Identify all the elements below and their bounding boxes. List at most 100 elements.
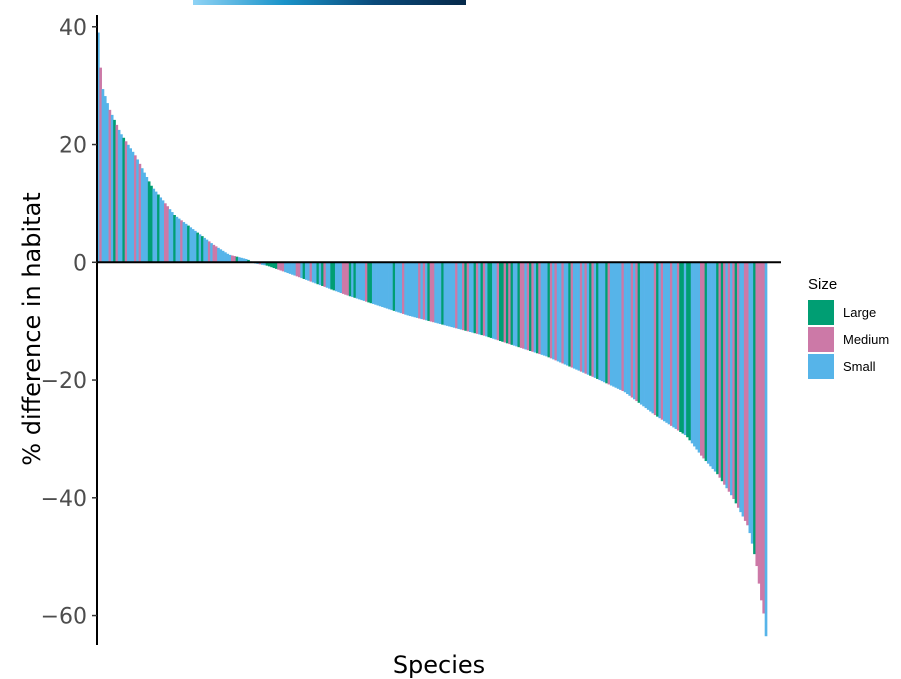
bar xyxy=(702,262,705,459)
bar xyxy=(180,220,183,263)
bar xyxy=(448,262,451,327)
bar xyxy=(540,262,544,355)
bar xyxy=(182,222,186,263)
bar xyxy=(552,262,555,360)
bar xyxy=(559,262,562,363)
bar xyxy=(688,262,692,441)
bar xyxy=(367,262,370,303)
bar xyxy=(679,262,682,432)
bar xyxy=(127,144,130,263)
bar xyxy=(168,209,172,263)
bar xyxy=(267,262,271,267)
y-tick-label: −40 xyxy=(41,487,87,512)
bar xyxy=(686,262,689,438)
bar xyxy=(427,262,431,321)
bar xyxy=(517,262,521,348)
bar xyxy=(265,262,269,266)
bar xyxy=(339,262,343,293)
bar xyxy=(593,262,597,378)
bar xyxy=(422,262,426,320)
bar xyxy=(494,262,498,340)
y-tick-label: 40 xyxy=(59,16,87,41)
bar xyxy=(753,262,756,555)
bar xyxy=(672,262,675,428)
bar xyxy=(159,197,163,263)
bar xyxy=(628,262,632,396)
bar xyxy=(298,262,301,278)
bar xyxy=(762,262,766,614)
bar xyxy=(122,137,126,263)
bar xyxy=(244,258,248,263)
bar xyxy=(566,262,569,366)
bar xyxy=(194,230,197,263)
bar xyxy=(344,262,347,295)
bar xyxy=(510,262,514,345)
y-tick-label: −20 xyxy=(41,369,87,394)
bar xyxy=(471,262,474,333)
bar xyxy=(272,262,276,269)
bar xyxy=(302,262,306,279)
bar xyxy=(577,262,581,371)
bar xyxy=(663,262,666,422)
bar xyxy=(385,262,389,309)
bar xyxy=(501,262,504,342)
bar xyxy=(723,262,726,485)
bar xyxy=(665,262,668,423)
bar xyxy=(115,124,119,263)
bar xyxy=(392,262,396,311)
bar xyxy=(455,262,458,329)
bar xyxy=(503,262,507,343)
bar xyxy=(189,227,193,263)
bar xyxy=(656,262,659,417)
bar xyxy=(293,262,297,276)
legend-label-large: Large xyxy=(843,305,877,320)
bar xyxy=(582,262,585,373)
bar xyxy=(261,262,264,265)
bar xyxy=(420,262,424,320)
bar xyxy=(464,262,467,331)
bar xyxy=(233,256,236,263)
bar xyxy=(226,253,230,263)
bar xyxy=(466,262,470,332)
bar xyxy=(124,141,128,263)
bar xyxy=(371,262,375,304)
bar xyxy=(709,262,712,467)
bar xyxy=(568,262,571,367)
bar xyxy=(99,67,102,263)
bar xyxy=(489,262,493,338)
bar xyxy=(177,218,181,263)
bar xyxy=(388,262,391,310)
legend-label-small: Small xyxy=(843,359,876,374)
bar xyxy=(406,262,410,316)
y-ticks-group: 40 20 0 −20 −40 −60 xyxy=(41,16,97,630)
bar xyxy=(131,151,135,263)
bar xyxy=(718,262,722,478)
bar xyxy=(760,262,763,601)
bar xyxy=(660,262,664,420)
bar xyxy=(235,256,239,263)
y-tick-label: −60 xyxy=(41,605,87,630)
bar xyxy=(429,262,433,322)
bar xyxy=(522,262,525,349)
bar xyxy=(304,262,308,280)
y-axis-title: % difference in habitat xyxy=(18,192,46,465)
top-gradient-strip xyxy=(193,0,466,5)
bar xyxy=(425,262,428,321)
bar xyxy=(730,262,733,496)
bar xyxy=(764,262,768,637)
bar xyxy=(649,262,652,412)
bar xyxy=(355,262,359,299)
bar xyxy=(191,229,195,263)
bar xyxy=(270,262,273,268)
bar xyxy=(725,262,729,489)
bar xyxy=(157,194,160,263)
bar xyxy=(133,155,137,263)
bar xyxy=(706,262,710,464)
bar xyxy=(286,262,290,274)
legend-key-medium xyxy=(808,327,834,352)
bar xyxy=(704,262,708,462)
bar xyxy=(482,262,486,336)
bar xyxy=(277,262,280,270)
bar xyxy=(147,181,151,263)
bar xyxy=(535,262,539,354)
